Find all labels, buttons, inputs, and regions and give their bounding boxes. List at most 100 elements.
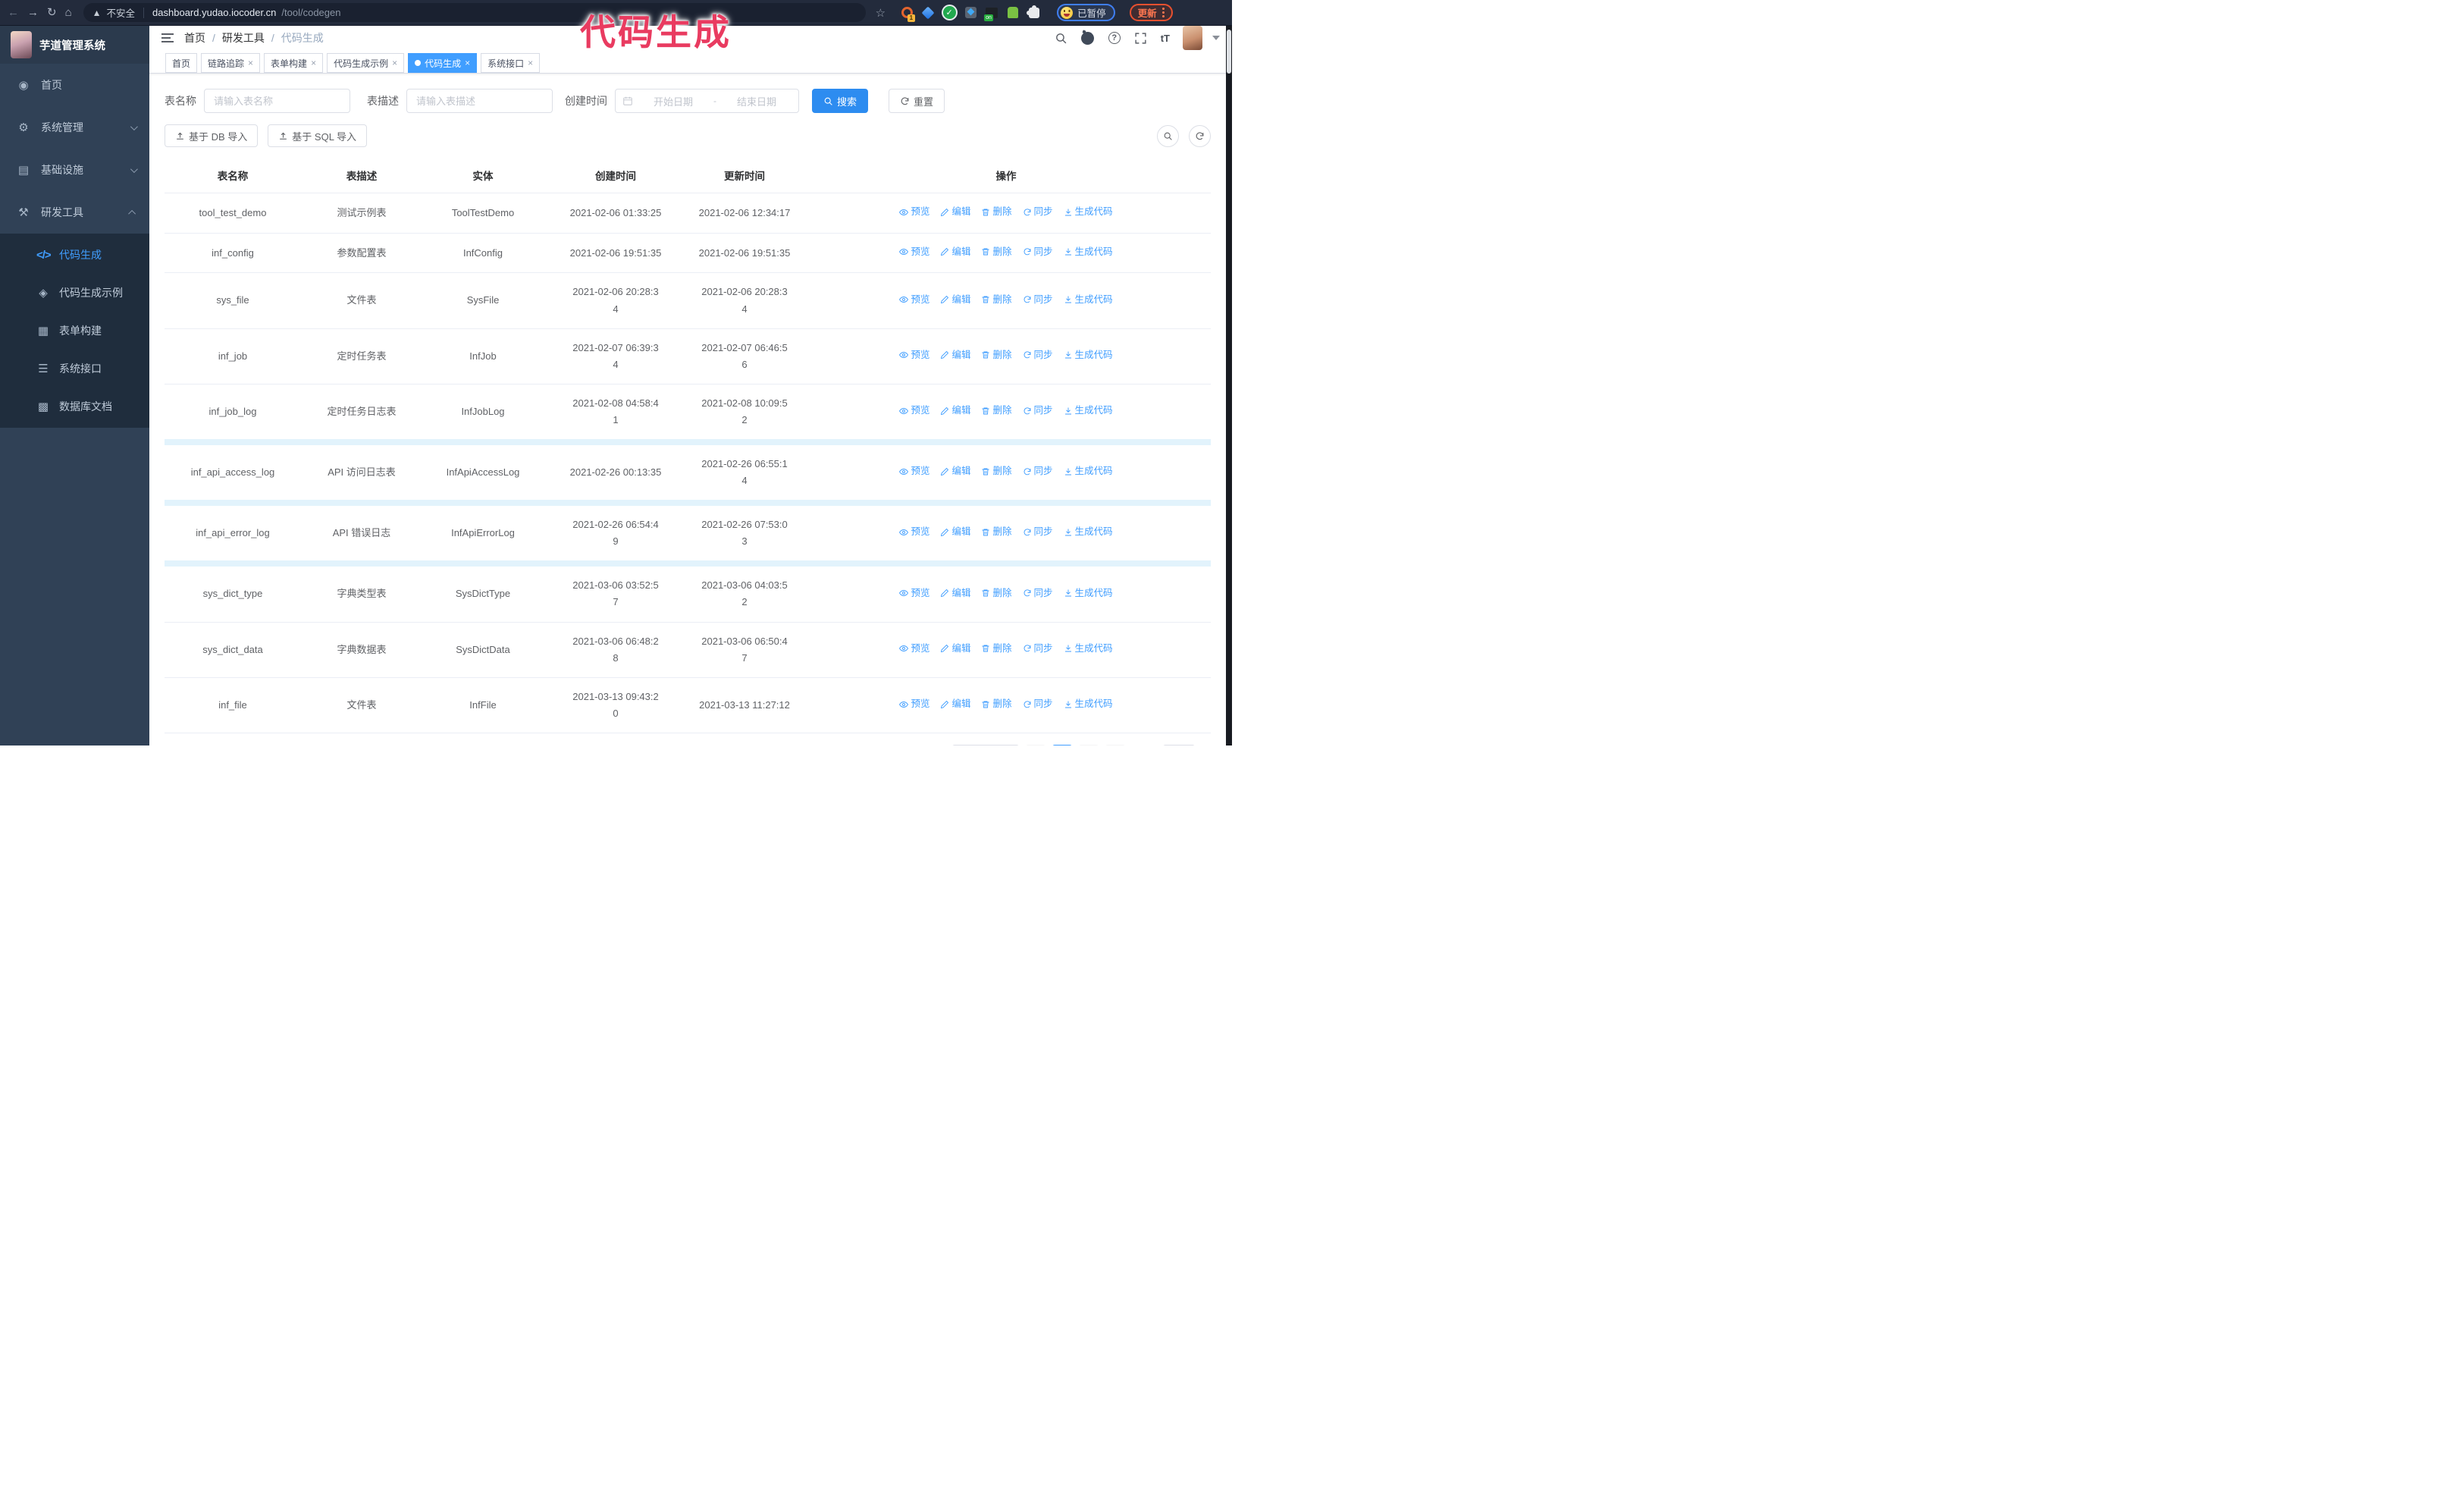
action-sync-link[interactable]: 同步	[1023, 347, 1053, 363]
sidebar-item-1[interactable]: ⚙ 系统管理	[0, 106, 149, 149]
action-edit-link[interactable]: 编辑	[940, 585, 970, 601]
fullscreen-icon[interactable]	[1134, 31, 1148, 45]
action-delete-link[interactable]: 删除	[981, 403, 1012, 419]
page-size-select[interactable]: 10条/页	[951, 744, 1019, 746]
tab-0[interactable]: 首页	[165, 53, 198, 73]
action-sync-link[interactable]: 同步	[1023, 204, 1053, 220]
sidebar-item-0[interactable]: ◉ 首页	[0, 64, 149, 106]
action-delete-link[interactable]: 删除	[981, 204, 1012, 220]
action-edit-link[interactable]: 编辑	[940, 524, 970, 540]
refresh-table-button[interactable]	[1189, 124, 1211, 147]
action-delete-link[interactable]: 删除	[981, 585, 1012, 601]
action-eye-link[interactable]: 预览	[899, 524, 929, 540]
sidebar-subitem-2[interactable]: ▦ 表单构建	[37, 325, 102, 337]
goto-page-input[interactable]	[1162, 744, 1195, 746]
action-eye-link[interactable]: 预览	[899, 244, 929, 260]
action-edit-link[interactable]: 编辑	[940, 641, 970, 657]
action-generate-link[interactable]: 生成代码	[1064, 585, 1113, 601]
action-eye-link[interactable]: 预览	[899, 463, 929, 479]
sidebar-subitem-4[interactable]: ▩ 数据库文档	[37, 400, 112, 413]
user-menu-caret-icon[interactable]	[1212, 36, 1220, 40]
page-button-2[interactable]: 2	[1078, 745, 1099, 746]
action-edit-link[interactable]: 编辑	[940, 347, 970, 363]
github-icon[interactable]	[1081, 31, 1095, 45]
action-edit-link[interactable]: 编辑	[940, 204, 970, 220]
action-sync-link[interactable]: 同步	[1023, 292, 1053, 308]
table-desc-input[interactable]	[406, 89, 553, 113]
page-button-1[interactable]: 1	[1052, 745, 1072, 746]
toggle-search-button[interactable]	[1157, 124, 1179, 147]
action-edit-link[interactable]: 编辑	[940, 463, 970, 479]
action-eye-link[interactable]: 预览	[899, 347, 929, 363]
user-avatar[interactable]	[1183, 26, 1202, 50]
extension-icon-grid[interactable]	[964, 6, 977, 20]
close-tab-icon[interactable]: ×	[465, 58, 471, 68]
action-eye-link[interactable]: 预览	[899, 641, 929, 657]
browser-back-icon[interactable]: ←	[8, 6, 19, 19]
action-eye-link[interactable]: 预览	[899, 204, 929, 220]
browser-forward-icon[interactable]: →	[27, 6, 39, 19]
breadcrumb-item-1[interactable]: 研发工具	[221, 32, 265, 44]
sidebar-item-3[interactable]: ⚒ 研发工具	[0, 191, 149, 234]
action-delete-link[interactable]: 删除	[981, 463, 1012, 479]
action-delete-link[interactable]: 删除	[981, 292, 1012, 308]
page-scrollbar[interactable]	[1226, 26, 1232, 746]
browser-reload-icon[interactable]: ↻	[47, 6, 57, 19]
breadcrumb-item-0[interactable]: 首页	[184, 32, 205, 44]
action-delete-link[interactable]: 删除	[981, 347, 1012, 363]
extensions-puzzle-icon[interactable]	[1027, 5, 1041, 20]
help-icon[interactable]: ?	[1108, 31, 1121, 45]
action-delete-link[interactable]: 删除	[981, 244, 1012, 260]
import-db-button[interactable]: 基于 DB 导入	[165, 124, 259, 147]
import-sql-button[interactable]: 基于 SQL 导入	[268, 124, 368, 147]
tab-5[interactable]: 系统接口 ×	[481, 53, 541, 73]
action-generate-link[interactable]: 生成代码	[1064, 347, 1113, 363]
extension-icon-orange[interactable]: 1	[900, 6, 916, 22]
search-button[interactable]: 搜索	[812, 89, 869, 113]
font-size-icon[interactable]: tT	[1160, 32, 1170, 44]
tab-3[interactable]: 代码生成示例 ×	[327, 53, 405, 73]
action-sync-link[interactable]: 同步	[1023, 403, 1053, 419]
profile-paused-badge[interactable]: 已暂停	[1057, 4, 1115, 21]
action-edit-link[interactable]: 编辑	[940, 244, 970, 260]
extension-icon-green[interactable]	[1006, 6, 1020, 20]
action-delete-link[interactable]: 删除	[981, 641, 1012, 657]
browser-update-button[interactable]: 更新	[1129, 4, 1173, 21]
action-generate-link[interactable]: 生成代码	[1064, 403, 1113, 419]
extension-icon-on[interactable]: on	[984, 6, 998, 21]
action-eye-link[interactable]: 预览	[899, 696, 929, 712]
prev-page-button[interactable]: ‹	[1025, 745, 1045, 746]
close-tab-icon[interactable]: ×	[392, 58, 398, 68]
action-sync-link[interactable]: 同步	[1023, 585, 1053, 601]
action-delete-link[interactable]: 删除	[981, 524, 1012, 540]
sidebar-item-2[interactable]: ▤ 基础设施	[0, 149, 149, 191]
tab-4[interactable]: 代码生成 ×	[408, 53, 478, 73]
hamburger-icon[interactable]	[161, 33, 174, 42]
scrollbar-thumb[interactable]	[1227, 30, 1231, 74]
action-eye-link[interactable]: 预览	[899, 403, 929, 419]
browser-menu-kebab-icon[interactable]	[1161, 8, 1165, 17]
action-edit-link[interactable]: 编辑	[940, 696, 970, 712]
close-tab-icon[interactable]: ×	[248, 58, 254, 68]
action-sync-link[interactable]: 同步	[1023, 696, 1053, 712]
sidebar-subitem-3[interactable]: ☰ 系统接口	[0, 350, 149, 388]
date-range-picker[interactable]: 开始日期 - 结束日期	[615, 89, 799, 113]
action-generate-link[interactable]: 生成代码	[1064, 204, 1113, 220]
browser-home-icon[interactable]: ⌂	[64, 6, 72, 19]
address-bar[interactable]: ▲ 不安全 dashboard.yudao.iocoder.cn/tool/co…	[83, 3, 866, 22]
reset-button[interactable]: 重置	[889, 89, 945, 113]
close-tab-icon[interactable]: ×	[528, 58, 534, 68]
sidebar-subitem-0[interactable]: </> 代码生成	[36, 248, 102, 262]
security-label[interactable]: 不安全	[106, 8, 136, 19]
next-page-button[interactable]: ›	[1105, 745, 1125, 746]
action-generate-link[interactable]: 生成代码	[1064, 463, 1113, 479]
action-edit-link[interactable]: 编辑	[940, 292, 970, 308]
action-sync-link[interactable]: 同步	[1023, 641, 1053, 657]
extension-icon-check[interactable]: ✓	[942, 6, 956, 20]
action-sync-link[interactable]: 同步	[1023, 463, 1053, 479]
close-tab-icon[interactable]: ×	[311, 58, 317, 68]
extension-icon-gem[interactable]	[921, 6, 935, 20]
action-eye-link[interactable]: 预览	[899, 585, 929, 601]
bookmark-star-icon[interactable]: ☆	[875, 6, 886, 20]
action-generate-link[interactable]: 生成代码	[1064, 641, 1113, 657]
